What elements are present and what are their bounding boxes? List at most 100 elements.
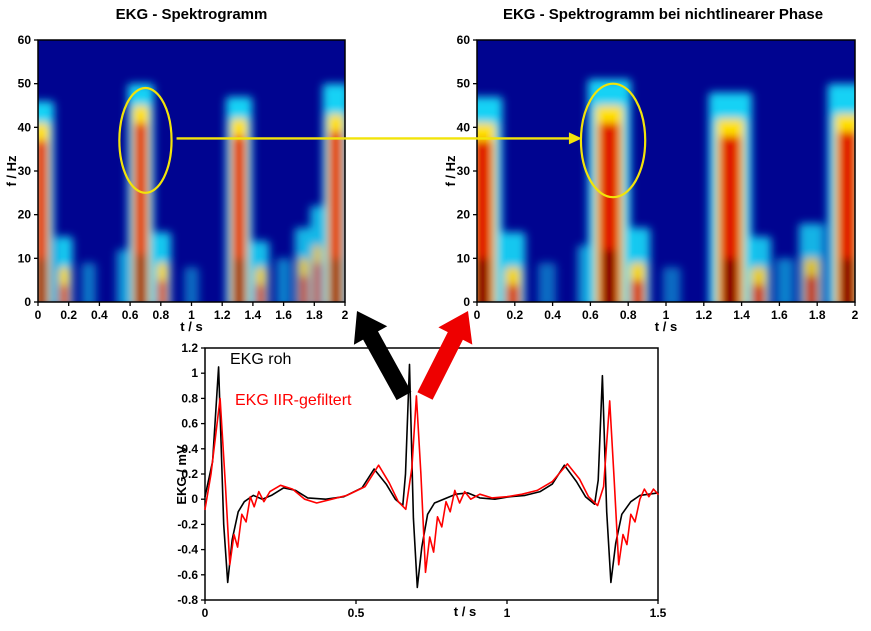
ecg-xlabel: t / s [453,604,477,619]
y-tick-label: -0.2 [177,517,198,531]
y-tick-label: 30 [18,164,32,178]
y-tick-label: 50 [18,77,32,91]
red-arrow [417,311,473,400]
y-tick-label: -0.4 [177,543,198,557]
x-tick-label: 2 [342,308,349,322]
spectrogram-burst [251,240,270,302]
y-tick-label: 10 [457,251,471,265]
spectrogram-burst [153,232,172,302]
spectrogram-burst [776,258,795,302]
x-tick-label: 0.4 [544,308,561,322]
spectrogram-burst [625,227,651,302]
y-tick-label: 60 [457,33,471,47]
y-tick-label: -0.8 [177,593,198,607]
legend-raw-label: EKG roh [230,351,292,368]
ecg-plot: 0 0.5 1 1.5 -0.8 -0.6 -0.4 -0.2 0 0.2 0.4 0.6 0.8 1 1.… [177,341,666,620]
y-tick-label: 40 [18,120,32,134]
spectrogram-burst [799,223,825,302]
x-tick-label: 0.4 [91,308,108,322]
spectrogram-background [38,40,345,302]
y-tick-label: -0.6 [177,568,198,582]
y-tick-label: 50 [457,77,471,91]
x-tick-label: 0.5 [348,606,365,620]
y-tick-label: 60 [18,33,32,47]
y-tick-label: 1.2 [181,341,198,355]
spectrogram-burst [276,258,291,302]
spectrogram-burst [477,96,503,302]
spectrogram-burst [538,262,556,302]
spectrogram-burst [662,267,681,302]
y-tick-label: 20 [18,208,32,222]
ecg-ylabel: EKG / mV [174,445,189,505]
x-tick-label: 0.6 [582,308,599,322]
right-spectrogram-ylabel: f / Hz [443,155,458,187]
right-spectrogram-title: EKG - Spektrogramm bei nichtlinearer Pha… [502,6,824,23]
x-tick-label: 1.4 [245,308,262,322]
x-tick-label: 1.8 [306,308,323,322]
x-tick-label: 1.6 [771,308,788,322]
left-spectrogram-ylabel: f / Hz [4,155,19,187]
black-arrow [353,311,412,401]
spectrogram-burst [184,267,199,302]
y-tick-label: 0.8 [181,391,198,405]
highlight-ellipse-right [579,82,647,199]
y-tick-label: 0 [463,295,470,309]
spectrogram-bursts [477,79,855,302]
x-tick-label: 0.8 [620,308,637,322]
spectrogram-burst [38,101,55,302]
spectrogram-burst [587,79,631,302]
spectrogram-burst [116,249,132,302]
x-tick-label: 1.2 [695,308,712,322]
ecg-filtered-trace [204,395,659,574]
x-tick-label: 1 [504,606,511,620]
spectrogram-burst [827,83,855,302]
yellow-connector-arrowhead [568,132,582,145]
spectrogram-burst [127,83,154,302]
x-tick-label: 0.6 [122,308,139,322]
right-spectrogram-xlabel: t / s [654,319,678,334]
x-tick-label: 1.8 [809,308,826,322]
x-tick-label: 0.8 [152,308,169,322]
y-tick-label: 0.2 [181,467,198,481]
y-tick-label: 0.4 [181,442,198,456]
x-tick-label: 0.2 [506,308,523,322]
y-tick-label: 40 [457,120,471,134]
x-tick-label: 1 [663,308,670,322]
x-tick-label: 0 [474,308,481,322]
x-tick-label: 1.6 [275,308,292,322]
x-tick-label: 0 [35,308,42,322]
spectrogram-burst [708,92,752,302]
left-spectrogram-title: EKG - Spektrogramm [115,6,268,23]
y-tick-label: 20 [457,208,471,222]
y-tick-label: 0.6 [181,417,198,431]
spectrogram-burst [310,205,325,302]
spectrogram-burst [294,227,313,302]
y-tick-label: 0 [24,295,31,309]
y-tick-label: 1 [191,366,198,380]
spectrogram-burst [81,262,96,302]
x-tick-label: 1 [188,308,195,322]
spectrogram-burst [55,236,73,302]
y-tick-label: 10 [18,251,32,265]
annotations [118,82,647,401]
x-tick-label: 0 [202,606,209,620]
spectrogram-burst [746,236,772,302]
legend-filtered-label: EKG IIR-gefiltert [235,392,352,409]
y-tick-label: 30 [457,164,471,178]
highlight-ellipse-left [118,86,173,194]
left-spectrogram-xlabel: t / s [180,319,203,334]
x-tick-label: 0.2 [60,308,77,322]
x-tick-label: 2 [852,308,859,322]
spectrogram-burst [500,232,526,302]
spectrogram-background [477,40,855,302]
x-tick-label: 1.4 [733,308,750,322]
spectrogram-burst [226,96,253,302]
x-tick-label: 1.5 [650,606,667,620]
ecg-raw-trace [204,363,659,589]
y-tick-label: 0 [191,492,198,506]
x-tick-label: 1.2 [214,308,231,322]
